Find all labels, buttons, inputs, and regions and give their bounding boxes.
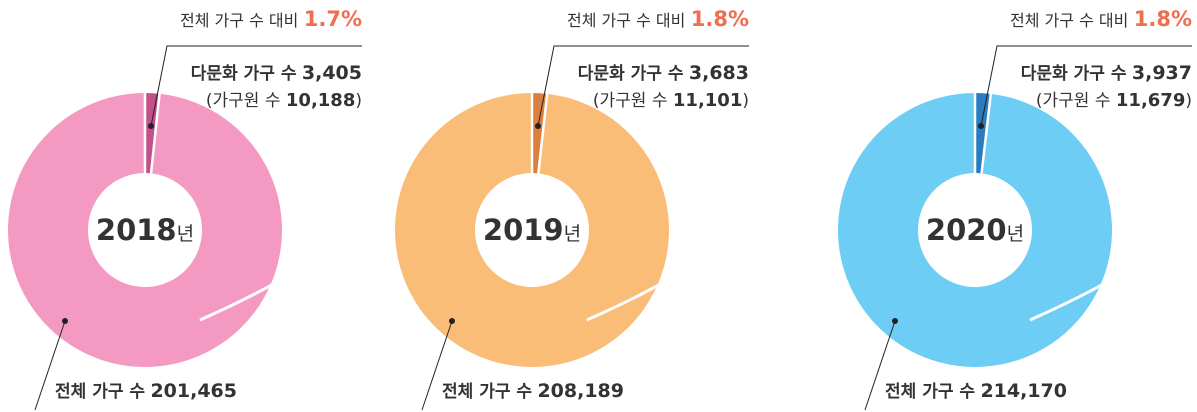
multicultural-slice: [975, 93, 991, 174]
members-text: (가구원 수 10,188): [206, 90, 362, 111]
value: 208,189: [537, 380, 624, 402]
share-value: 1.7%: [304, 7, 362, 31]
slice-separator: [980, 92, 993, 174]
members-prefix: (가구원 수: [1036, 91, 1111, 111]
members-value: 10,188: [286, 90, 355, 111]
donut-panel: 2019년 전체 가구 수 대비 1.8% 다문화 가구 수 3,683 (가구원 수…: [394, 7, 749, 411]
leader-line: [864, 320, 896, 411]
leader-line: [421, 320, 453, 411]
slice-separator: [537, 92, 549, 174]
share-value: 1.8%: [1134, 7, 1192, 31]
value: 3,683: [689, 62, 749, 84]
year-suffix: 년: [564, 223, 581, 245]
decor-curve: [1029, 280, 1108, 322]
value: 201,465: [150, 380, 237, 402]
year-suffix: 년: [1007, 223, 1024, 245]
decor-curve: [586, 280, 665, 322]
share-text: 전체 가구 수 대비 1.7%: [180, 7, 362, 31]
share-prefix: 전체 가구 수 대비: [1010, 11, 1128, 30]
members-text: (가구원 수 11,679): [1036, 90, 1192, 111]
share-prefix: 전체 가구 수 대비: [567, 11, 685, 30]
year: 2020: [926, 213, 1007, 247]
slice-separator: [149, 92, 161, 174]
share-value: 1.8%: [691, 7, 749, 31]
year: 2019: [483, 213, 564, 247]
year-label: 2018년: [96, 213, 194, 247]
members-suffix: ): [355, 91, 362, 111]
category: 다문화 가구 수: [191, 64, 297, 84]
total-text: 전체 가구 수 214,170: [885, 380, 1067, 402]
share-text: 전체 가구 수 대비 1.8%: [1010, 7, 1192, 31]
total-text: 전체 가구 수 201,465: [55, 380, 237, 402]
members-text: (가구원 수 11,101): [593, 90, 749, 111]
total-slice: [838, 93, 1112, 367]
category: 다문화 가구 수: [578, 64, 684, 84]
total-slice: [394, 93, 670, 367]
members-prefix: (가구원 수: [206, 91, 281, 111]
multicultural-text: 다문화 가구 수 3,405: [191, 62, 362, 84]
multicultural-text: 다문화 가구 수 3,683: [578, 62, 749, 84]
members-value: 11,101: [673, 90, 742, 111]
share-prefix: 전체 가구 수 대비: [180, 11, 298, 30]
category: 전체 가구 수: [885, 382, 975, 402]
share-text: 전체 가구 수 대비 1.8%: [567, 7, 749, 31]
members-prefix: (가구원 수: [593, 91, 668, 111]
leader-line: [34, 320, 66, 411]
donut-panel: 2018년 전체 가구 수 대비 1.7% 다문화 가구 수 3,405 (가구원 수…: [7, 7, 362, 411]
members-value: 11,679: [1116, 90, 1185, 111]
year-label: 2019년: [483, 213, 581, 247]
total-slice: [7, 93, 282, 367]
year-label: 2020년: [926, 213, 1024, 247]
leader-line: [537, 45, 749, 127]
multicultural-text: 다문화 가구 수 3,937: [1021, 62, 1192, 84]
members-suffix: ): [742, 91, 749, 111]
decor-curve: [199, 280, 278, 322]
leader-line: [150, 45, 362, 127]
category: 전체 가구 수: [442, 382, 532, 402]
multicultural-slice: [145, 93, 160, 174]
donut-panel: 2020년 전체 가구 수 대비 1.8% 다문화 가구 수 3,937 (가구원 수…: [838, 7, 1192, 411]
category: 다문화 가구 수: [1021, 64, 1127, 84]
value: 3,937: [1132, 62, 1192, 84]
multicultural-slice: [532, 93, 548, 174]
total-text: 전체 가구 수 208,189: [442, 380, 624, 402]
year: 2018: [96, 213, 177, 247]
value: 214,170: [980, 380, 1067, 402]
value: 3,405: [302, 62, 362, 84]
year-suffix: 년: [177, 223, 194, 245]
leader-line: [980, 45, 1192, 127]
members-suffix: ): [1185, 91, 1192, 111]
category: 전체 가구 수: [55, 382, 145, 402]
